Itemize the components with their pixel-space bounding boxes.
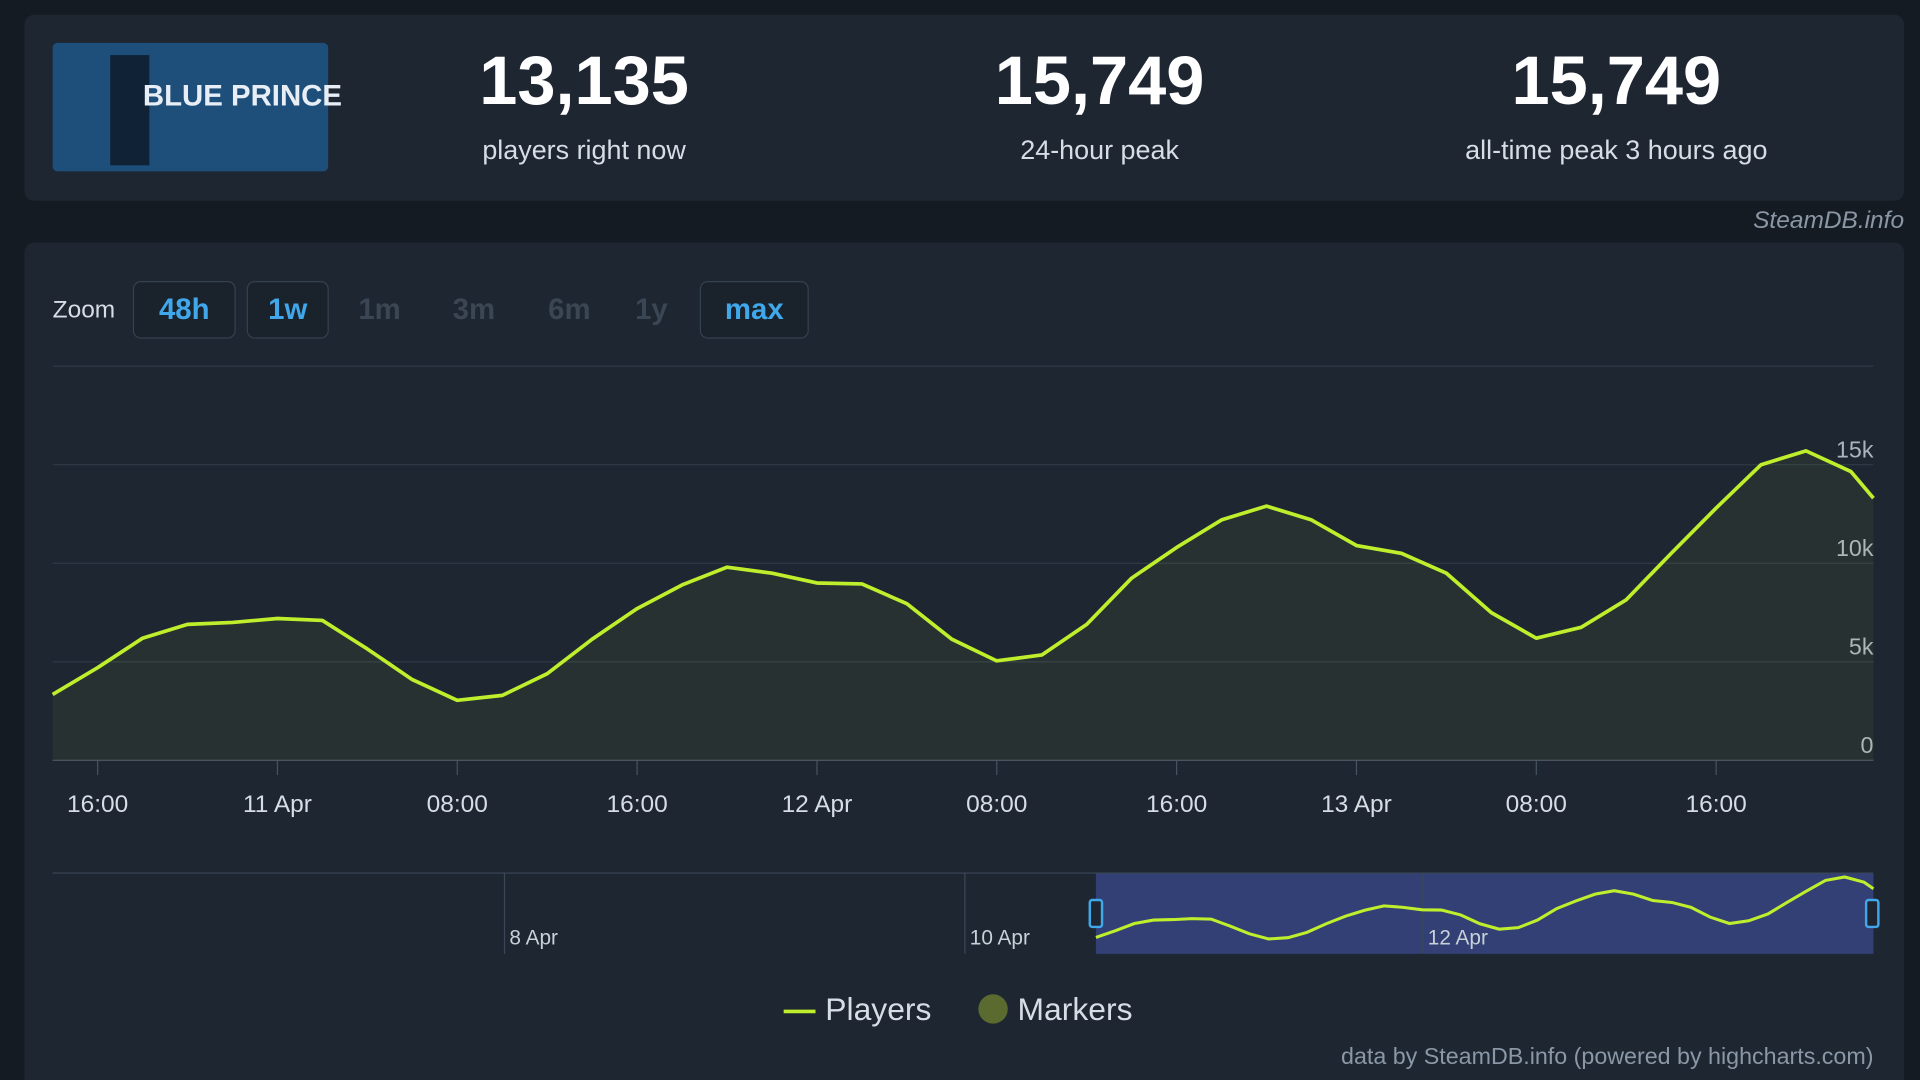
- y-tick-label: 0: [1861, 732, 1874, 758]
- zoom-button-label: 48h: [159, 293, 210, 326]
- zoom-button-label: 1y: [635, 293, 668, 326]
- zoom-button-label: max: [725, 293, 784, 326]
- stat-label: 24-hour peak: [1020, 135, 1179, 165]
- x-tick-label: 16:00: [1146, 791, 1207, 818]
- zoom-button[interactable]: 3m: [453, 293, 495, 326]
- zoom-button-label: 1w: [268, 293, 307, 326]
- zoom-button-label: 3m: [453, 293, 495, 326]
- legend-item[interactable]: Players: [783, 991, 932, 1027]
- stats-panel: [24, 14, 1905, 201]
- zoom-button-frame: [699, 281, 809, 339]
- series-line: [51, 449, 1875, 703]
- legend-item[interactable]: Markers: [978, 991, 1133, 1027]
- zoom-label: Zoom: [53, 296, 116, 323]
- x-tick-label: 16:00: [67, 791, 128, 818]
- y-tick-label: 10k: [1836, 535, 1874, 561]
- zoom-button[interactable]: 48h: [132, 281, 236, 339]
- y-tick-label: 5k: [1849, 634, 1874, 660]
- stat-label: players right now: [482, 135, 686, 165]
- x-tick-label: 12 Apr: [782, 791, 853, 818]
- zoom-button-frame: [246, 281, 329, 339]
- zoom-button[interactable]: 1y: [635, 293, 668, 326]
- navigator-label: 12 Apr: [1428, 927, 1488, 950]
- x-tick-label: 13 Apr: [1321, 791, 1392, 818]
- stat-value: 15,749: [1511, 42, 1721, 119]
- zoom-button[interactable]: 1m: [358, 293, 400, 326]
- navigator-handle[interactable]: [1864, 898, 1880, 929]
- zoom-button-frame: [132, 281, 236, 339]
- x-tick-label: 11 Apr: [243, 791, 312, 818]
- zoom-button[interactable]: 6m: [548, 293, 590, 326]
- x-tick-label: 08:00: [427, 791, 488, 818]
- x-tick-label: 16:00: [606, 791, 667, 818]
- zoom-button[interactable]: 1w: [246, 281, 329, 339]
- navigator-selection: [1095, 873, 1874, 954]
- source-label: SteamDB.info: [1753, 207, 1904, 234]
- x-tick-label: 16:00: [1685, 791, 1746, 818]
- logo-door: [110, 55, 150, 166]
- zoom-button[interactable]: max: [699, 281, 809, 339]
- legend-swatch: [978, 994, 1008, 1024]
- zoom-button-label: 1m: [358, 293, 400, 326]
- x-tick-label: 08:00: [1506, 791, 1567, 818]
- credit: data by SteamDB.info (powered by highcha…: [1341, 1043, 1873, 1069]
- zoom-button-label: 6m: [548, 293, 590, 326]
- navigator-label: 10 Apr: [970, 927, 1030, 950]
- navigator-label: 8 Apr: [509, 927, 558, 950]
- navigator-line: [1095, 875, 1875, 941]
- y-tick-label: 15k: [1836, 436, 1874, 462]
- legend-label: Players: [825, 991, 931, 1027]
- legend-label: Markers: [1018, 991, 1133, 1027]
- navigator-handle[interactable]: [1088, 898, 1104, 929]
- x-tick-label: 08:00: [966, 791, 1027, 818]
- logo-text: BLUE PRINCE: [143, 80, 342, 113]
- stat-value: 13,135: [479, 42, 689, 119]
- stat-value: 15,749: [995, 42, 1205, 119]
- stat-label: all-time peak 3 hours ago: [1465, 135, 1767, 165]
- series-area: [52, 450, 1874, 761]
